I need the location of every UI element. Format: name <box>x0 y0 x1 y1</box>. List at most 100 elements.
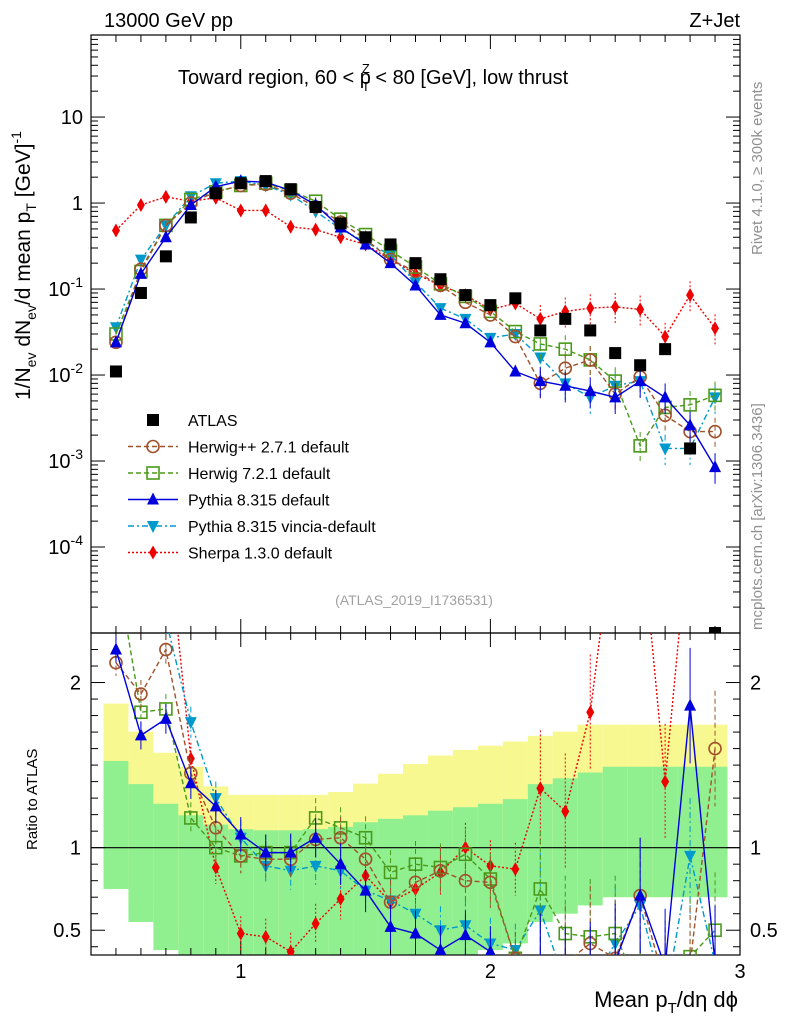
marker-atlas <box>259 175 272 188</box>
marker-vincia <box>134 254 147 267</box>
ratio-marker-vincia <box>284 865 297 878</box>
ratio-marker-herwigpp <box>509 951 522 955</box>
legend-marker <box>146 466 160 480</box>
marker-pythia <box>584 384 597 397</box>
y-tick-label: 10 <box>61 107 83 129</box>
ratio-marker-sherpa <box>561 804 570 819</box>
ratio-marker-pythia <box>485 944 496 955</box>
ratio-marker-sherpa <box>336 891 345 906</box>
ratio-marker-vincia <box>309 860 322 873</box>
marker-atlas <box>409 257 422 270</box>
ratio-marker-herwigpp <box>159 642 173 657</box>
y-tick-label: 10-1 <box>48 274 83 301</box>
main-frame <box>90 34 741 634</box>
ratio-marker-pythia <box>434 943 447 955</box>
marker-sherpa <box>611 299 620 314</box>
legend-label: Pythia 8.315 default <box>188 493 330 510</box>
marker-atlas <box>459 289 472 302</box>
marker-pythia <box>434 307 447 320</box>
marker-atlas <box>184 211 197 224</box>
ratio-y-tick-label: 2 <box>70 673 81 695</box>
line-herwigpp <box>115 183 716 433</box>
ratio-marker-sherpa <box>236 926 245 941</box>
ratio-y-tick-label: 0.5 <box>53 920 81 942</box>
marker-pythia <box>684 418 697 431</box>
line-herwig7 <box>115 182 716 448</box>
ratio-marker-pythia <box>384 919 397 932</box>
marker-sherpa <box>111 223 120 238</box>
marker-herwig7 <box>633 439 647 453</box>
band-inner-bin <box>602 766 628 898</box>
legend-entry-herwig7: Herwig 7.2.1 default <box>128 466 331 483</box>
marker-pythia <box>659 390 672 403</box>
marker-sherpa <box>536 311 545 326</box>
marker-sherpa <box>686 288 695 303</box>
ratio-marker-pythia <box>614 954 616 955</box>
x-tick-label: 2 <box>485 961 496 983</box>
legend-label: ATLAS <box>188 413 238 430</box>
legend-entry-sherpa: Sherpa 1.3.0 default <box>128 545 333 563</box>
process-label: Z+Jet <box>689 10 740 32</box>
ratio-marker-herwig7 <box>184 811 198 825</box>
series-pythia <box>109 174 722 484</box>
marker-sherpa <box>661 329 670 344</box>
ratio-marker-pythia <box>659 960 671 972</box>
ratio-marker-pythia <box>309 830 322 843</box>
ratio-marker-pythia <box>159 711 172 724</box>
marker-pythia <box>359 237 372 250</box>
ratio-marker-sherpa <box>511 862 520 877</box>
ratio-marker-pythia <box>709 956 721 968</box>
legend-label: Sherpa 1.3.0 default <box>188 546 333 563</box>
legend: ATLAS Herwig++ 2.7.1 default Herwig 7.2.1 … <box>128 413 376 563</box>
marker-pythia <box>484 335 497 348</box>
ratio-marker-sherpa <box>686 510 694 524</box>
x-axis-label: Mean pT/dη dϕ <box>594 987 738 1017</box>
ratio-marker-vincia <box>709 958 721 970</box>
ratio-y-axis-label: Ratio to ATLAS <box>24 749 41 850</box>
marker-sherpa <box>261 203 270 218</box>
x-tick-label: 1 <box>235 961 246 983</box>
ratio-marker-sherpa <box>536 781 545 796</box>
marker-atlas <box>559 312 572 325</box>
ratio-marker-herwigpp <box>433 863 448 878</box>
ratio-marker-pythia <box>459 928 472 941</box>
band-inner-bin <box>577 772 603 906</box>
ratio-series-pythia <box>109 636 721 995</box>
ratio-marker-sherpa <box>311 916 320 931</box>
ratio-marker-herwig7 <box>659 972 671 984</box>
ratio-marker-herwigpp <box>684 959 696 971</box>
marker-sherpa <box>636 302 645 317</box>
marker-pythia <box>159 230 172 243</box>
marker-atlas <box>609 347 622 360</box>
marker-sherpa <box>136 197 145 212</box>
marker-atlas <box>209 187 222 200</box>
ratio-marker-pythia <box>559 978 571 990</box>
marker-pythia <box>559 378 572 391</box>
ratio-marker-pythia <box>509 983 521 995</box>
ratio-marker-pythia <box>209 799 222 812</box>
marker-atlas <box>434 273 447 286</box>
marker-sherpa <box>586 301 595 316</box>
legend-marker <box>149 545 157 560</box>
marker-atlas <box>584 324 597 337</box>
marker-herwigpp <box>708 424 722 439</box>
ratio-marker-herwigpp <box>534 966 546 978</box>
ratio-marker-herwigpp <box>134 687 148 701</box>
ratio-marker-sherpa <box>611 510 619 524</box>
legend-label: Herwig++ 2.7.1 default <box>188 440 350 457</box>
ratio-marker-pythia <box>259 845 272 858</box>
ratio-marker-pythia <box>584 973 596 985</box>
marker-pythia <box>384 256 397 269</box>
marker-sherpa <box>311 222 320 237</box>
ratio-marker-vincia <box>110 512 122 524</box>
marker-sherpa <box>161 189 170 204</box>
marker-atlas <box>334 217 347 230</box>
ratio-marker-sherpa <box>137 510 145 524</box>
ratio-marker-pythia <box>334 857 347 870</box>
marker-atlas <box>284 183 297 196</box>
main-y-axis-label: 1/Nev dNev/d mean pT [GeV]-1 <box>8 131 39 400</box>
marker-atlas <box>384 238 397 251</box>
marker-pythia <box>109 335 122 348</box>
legend-marker <box>147 414 159 426</box>
